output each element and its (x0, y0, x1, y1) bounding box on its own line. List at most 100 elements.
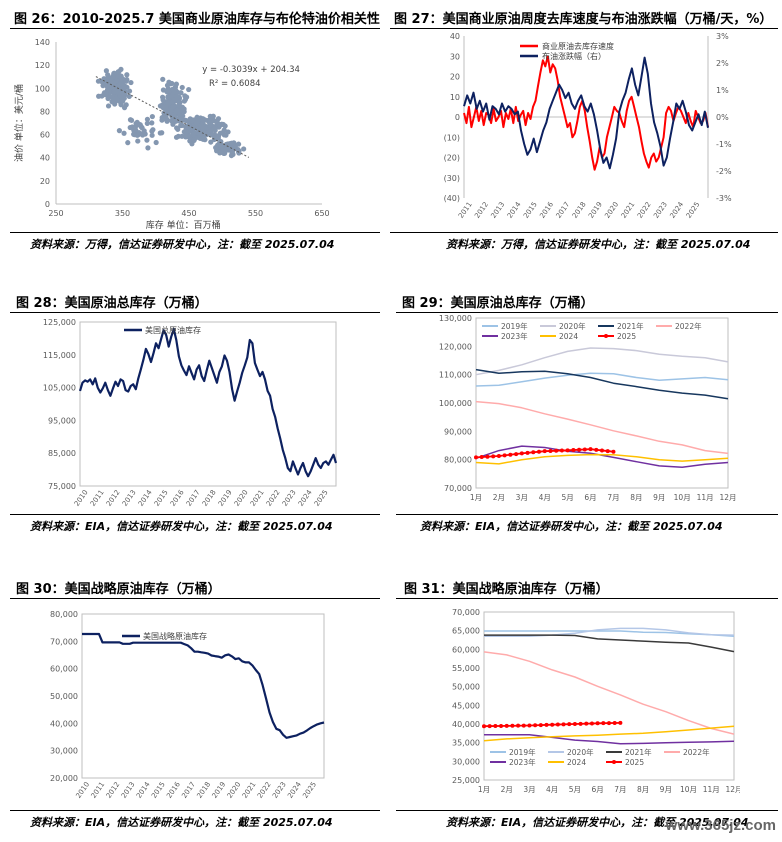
y-tick-label: 50,000 (452, 683, 480, 692)
x-tick-label: 2025 (685, 201, 702, 220)
scatter-point (129, 124, 135, 130)
x-tick-label: 2018 (201, 489, 218, 508)
x-tick-label: 2021 (241, 781, 258, 800)
title-rule-30 (10, 598, 380, 599)
y-tick-label: 80 (40, 107, 50, 116)
scatter-point (174, 125, 180, 131)
series-line (484, 734, 735, 745)
site-watermark: www.365jz.com (665, 817, 776, 834)
scatter-point (190, 132, 196, 138)
y-tick-label: 70,000 (444, 484, 472, 493)
x-tick-label: 2010 (74, 781, 91, 800)
series-marker (555, 722, 560, 727)
scatter-point (216, 121, 223, 128)
x-tick-label: 2016 (165, 780, 182, 800)
y-tick-label: 130,000 (439, 314, 472, 323)
scatter-point (121, 95, 127, 101)
trend-equation: y = -0.3039x + 204.34 (202, 65, 300, 75)
series-marker (572, 722, 577, 726)
scatter-point (217, 142, 223, 148)
scatter-point (173, 81, 179, 87)
y-right-tick-label: -2% (716, 167, 732, 176)
x-tick-label: 2020 (226, 781, 243, 800)
legend-label: 商业原油去库存速度 (542, 41, 614, 51)
plot-frame (79, 321, 337, 487)
x-tick-label: 2016 (169, 488, 186, 508)
scatter-point (222, 123, 228, 129)
series-marker (594, 447, 599, 452)
x-tick-label: 2015 (150, 781, 167, 800)
x-tick-label: 2022 (265, 489, 282, 508)
source-note-31: 资料来源：EIA，信达证券研发中心，注：截至 2025.07.04 (446, 816, 749, 829)
scatter-point (224, 144, 230, 150)
scatter-point (176, 102, 182, 109)
series-line (484, 627, 735, 638)
legend-label: 2021年 (617, 321, 644, 331)
y-tick-label: 140 (35, 38, 50, 47)
y-left-tick-label: (40) (444, 194, 460, 203)
x-tick-label: 3月 (516, 493, 528, 502)
scatter-point (96, 93, 102, 99)
y-tick-label: 20 (40, 177, 50, 186)
scatter-point (186, 86, 192, 93)
series-line (475, 400, 729, 455)
x-tick-label: 7月 (614, 785, 626, 794)
x-tick-label: 12月 (725, 785, 740, 794)
y-right-tick-label: -1% (716, 140, 732, 149)
scatter-point (195, 118, 201, 124)
y-left-tick-label: 10 (450, 93, 460, 102)
legend-label: 美国总原油库存 (145, 325, 201, 335)
title-rule-26 (10, 28, 380, 29)
series-marker (510, 723, 515, 728)
x-tick-label: 1月 (470, 493, 482, 502)
y-tick-label: 70,000 (452, 608, 480, 617)
x-tick-label: 7月 (607, 493, 619, 502)
y-tick-label: 30,000 (452, 757, 480, 766)
scatter-point (171, 89, 177, 95)
series-marker (485, 454, 490, 459)
series-marker (479, 455, 484, 460)
scatter-point (241, 146, 247, 152)
x-tick-label: 1月 (478, 785, 490, 794)
chart-title-26: 图 26：2010-2025.7 美国商业原油库存与布伦特油价相关性 (14, 12, 380, 27)
scatter-point (118, 73, 124, 79)
y-tick-label: 120,000 (439, 342, 472, 351)
x-tick-label: 250 (48, 209, 63, 218)
legend-label: 2024 (559, 332, 578, 341)
scatter-point (133, 120, 139, 127)
series-marker (595, 721, 600, 726)
scatter-point (153, 139, 159, 146)
y-tick-label: 120 (35, 61, 50, 70)
y-tick-label: 90,000 (444, 427, 472, 436)
y-tick-label: 40,000 (50, 719, 78, 728)
scatter-point (160, 76, 166, 82)
legend-label: 2022年 (683, 747, 710, 757)
series-marker (538, 723, 543, 728)
scatter-point (201, 130, 207, 136)
scatter-point (164, 82, 171, 88)
scatter-point (117, 81, 123, 87)
x-tick-label: 6月 (584, 493, 596, 502)
y-left-tick-label: 40 (450, 32, 460, 41)
x-axis-title: 库存 单位：百万桶 (146, 219, 221, 231)
x-tick-label: 4月 (539, 493, 551, 502)
series-line (483, 725, 735, 742)
series-marker (571, 448, 576, 453)
series-line (78, 328, 338, 478)
scatter-point (144, 116, 151, 122)
scatter-point (229, 150, 235, 156)
scatter-point (168, 107, 174, 114)
y-tick-label: 125,000 (43, 318, 76, 327)
legend-marker (612, 760, 616, 764)
x-tick-label: 2019 (217, 489, 234, 508)
x-tick-label: 2013 (120, 781, 137, 800)
scatter-point (191, 117, 197, 123)
x-tick-label: 2011 (90, 781, 107, 800)
x-tick-label: 2017 (180, 781, 197, 800)
series-marker (584, 721, 589, 726)
source-note-30: 资料来源：EIA，信达证券研发中心，注：截至 2025.07.04 (30, 816, 333, 829)
x-tick-label: 2021 (249, 489, 266, 508)
scatter-point (126, 93, 132, 100)
title-rule-27 (390, 28, 778, 29)
x-tick-label: 3月 (523, 785, 535, 794)
